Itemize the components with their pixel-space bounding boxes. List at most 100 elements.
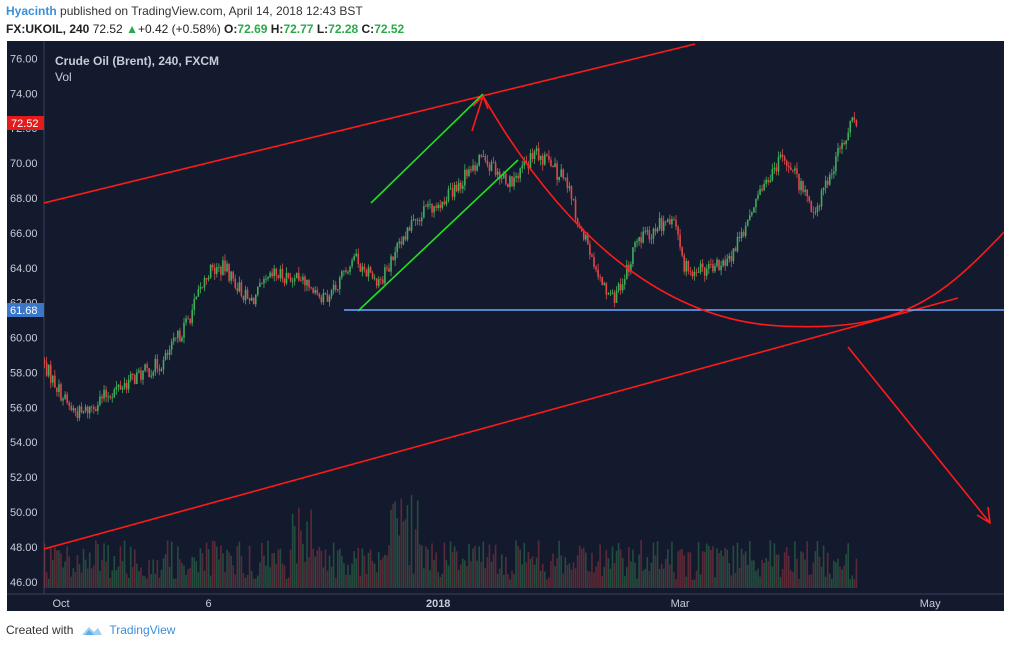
- candle-body: [355, 253, 357, 257]
- volume-bar: [76, 555, 79, 588]
- candle-body: [332, 284, 335, 291]
- volume-bar: [515, 540, 517, 588]
- candle-body: [177, 330, 179, 338]
- volume-bar: [601, 575, 603, 588]
- volume-bar: [626, 567, 628, 588]
- volume-bar: [771, 566, 774, 588]
- volume-bar: [687, 552, 690, 588]
- candle-body: [224, 260, 226, 272]
- candle-body: [183, 322, 185, 338]
- candle-body: [322, 293, 325, 303]
- candle-body: [195, 296, 198, 300]
- volume-bar: [849, 579, 852, 588]
- candle-body: [47, 364, 50, 376]
- candle-body: [398, 241, 401, 244]
- volume-bar: [609, 568, 612, 588]
- volume-bar: [134, 549, 136, 588]
- volume-bar: [423, 568, 425, 588]
- close-label: C:: [361, 22, 375, 36]
- candle-body: [363, 266, 366, 270]
- candle-body: [60, 384, 62, 401]
- candle-body: [353, 256, 355, 261]
- tradingview-link[interactable]: TradingView: [109, 623, 176, 637]
- time-axis[interactable]: Oct62018MarMayJul6: [52, 598, 1011, 610]
- volume-bar: [84, 559, 87, 588]
- candle-body: [783, 156, 786, 161]
- volume-bar: [521, 564, 524, 588]
- volume-bar: [746, 564, 749, 588]
- volume-bar: [222, 553, 224, 588]
- volume-bar: [250, 570, 253, 588]
- candle-body: [283, 279, 286, 284]
- candle-body: [406, 227, 409, 240]
- volume-bar: [402, 521, 405, 588]
- volume-bar: [812, 562, 815, 588]
- volume-bar: [355, 558, 357, 588]
- candle-body: [115, 386, 118, 390]
- price-axis[interactable]: 76.0074.0072.0070.0068.0066.0064.0062.00…: [10, 53, 38, 588]
- volume-bar: [628, 547, 630, 588]
- svg-text:72.52: 72.52: [11, 118, 39, 130]
- candle-body: [603, 283, 606, 285]
- volume-bar: [490, 561, 493, 588]
- candle-body: [316, 290, 319, 294]
- volume-bar: [396, 518, 398, 588]
- volume-bar: [129, 546, 132, 588]
- volume-bar: [119, 546, 122, 588]
- candle-body: [720, 265, 722, 271]
- volume-bar: [755, 571, 757, 588]
- volume-bar: [341, 555, 343, 588]
- volume-bar: [234, 574, 237, 588]
- volume-bar: [244, 577, 247, 588]
- volume-bar: [740, 548, 743, 588]
- candle-body: [589, 244, 591, 255]
- volume-bar: [595, 566, 597, 588]
- candle-body: [703, 267, 706, 276]
- volume-bar: [300, 530, 302, 588]
- volume-bar: [529, 559, 532, 588]
- candle-body: [472, 165, 474, 171]
- candle-body: [367, 267, 370, 277]
- volume-bar: [187, 569, 189, 588]
- volume-bar: [492, 554, 495, 588]
- candle-body: [213, 267, 216, 274]
- volume-bar: [736, 542, 739, 588]
- price-tick-label: 58.00: [10, 367, 38, 379]
- candle-body: [191, 309, 193, 323]
- candle-body: [252, 297, 255, 305]
- author-name[interactable]: Hyacinth: [6, 4, 57, 18]
- candle-body: [236, 287, 239, 292]
- candle-body: [468, 169, 470, 176]
- candle-body: [62, 398, 64, 401]
- volume-bar: [183, 565, 185, 588]
- candle-body: [500, 178, 503, 180]
- volume-bar: [759, 576, 761, 588]
- volume-bar: [517, 545, 519, 588]
- candle-body: [414, 219, 417, 221]
- candlesticks: [44, 111, 858, 422]
- candle-body: [687, 261, 690, 271]
- candle-body: [345, 270, 347, 273]
- candle-body: [68, 402, 70, 406]
- candle-body: [105, 389, 107, 397]
- candle-body: [710, 264, 712, 265]
- candle-body: [44, 360, 46, 363]
- candle-body: [150, 375, 152, 377]
- volume-bar: [712, 546, 714, 588]
- candle-body: [427, 204, 429, 207]
- candle-body: [634, 242, 636, 248]
- volume-bar: [54, 547, 56, 588]
- volume-bar: [494, 544, 497, 588]
- candle-body: [831, 173, 833, 175]
- candle-body: [611, 292, 614, 294]
- volume-bar: [146, 578, 148, 588]
- candle-body: [482, 156, 485, 157]
- volume-bar: [82, 548, 85, 588]
- candle-body: [619, 283, 622, 291]
- volume-bar: [382, 557, 384, 588]
- candle-body: [572, 199, 575, 200]
- high-label: H:: [270, 22, 284, 36]
- candle-body: [211, 264, 214, 268]
- candle-body: [492, 162, 495, 164]
